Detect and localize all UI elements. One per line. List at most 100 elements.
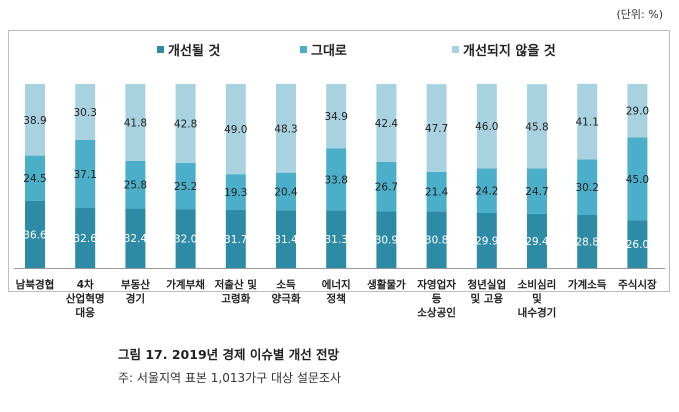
legend-swatch-3	[452, 46, 459, 53]
bar-2-13	[627, 137, 648, 221]
data-label-2-13: 45.0	[626, 174, 649, 186]
bar-2-3	[125, 160, 146, 209]
data-label-1-1: 36.6	[23, 229, 47, 241]
bar-3-13	[627, 84, 648, 138]
bar-1-7	[326, 210, 347, 268]
category-label-6: 소득 양극화	[272, 279, 301, 305]
stacked-bar-chart: 개선될 것 그대로 개선되지 않을 것 36.6 24.5 38.9 남북경협 32.6 37.…	[14, 43, 665, 319]
data-label-3-7: 34.9	[325, 111, 348, 123]
category-label-12: 가계소득	[568, 278, 607, 291]
legend-label-3: 개선되지 않을 것	[463, 43, 556, 59]
bar-1-9	[426, 211, 447, 268]
data-label-2-1: 24.5	[23, 173, 46, 185]
bar-1-10	[476, 212, 497, 268]
data-label-3-11: 45.8	[525, 121, 548, 133]
category-label-13: 주식시장	[618, 278, 657, 291]
category-label-8: 생활물가	[367, 278, 406, 291]
bar-2-8	[376, 162, 397, 212]
bar-3-6	[276, 83, 296, 173]
data-label-3-4: 42.8	[174, 118, 197, 130]
bar-3-2	[75, 84, 96, 140]
data-label-2-3: 25.8	[124, 180, 147, 192]
category-label-4: 가계부채	[166, 278, 205, 291]
bar-3-5	[225, 84, 246, 175]
bar-1-4	[175, 209, 196, 268]
legend-swatch-2	[300, 46, 307, 53]
data-label-2-2: 37.1	[74, 169, 97, 181]
bar-3-8	[376, 84, 397, 163]
data-label-1-5: 31.7	[224, 234, 247, 246]
data-label-3-9: 47.7	[425, 123, 448, 135]
data-label-2-12: 30.2	[576, 182, 599, 194]
data-label-1-2: 32.6	[74, 233, 98, 245]
bar-2-9	[426, 171, 447, 212]
category-label-11: 소비심리 및 내수경기	[518, 278, 557, 319]
category-label-2: 4차 산업혁명 대응	[66, 278, 105, 319]
legend-label-1: 개선될 것	[168, 43, 220, 59]
data-label-1-13: 26.0	[626, 239, 649, 251]
data-label-2-11: 24.7	[525, 186, 548, 198]
category-label-1: 남북경협	[16, 278, 55, 291]
bar-3-10	[476, 83, 497, 169]
bar-1-11	[527, 213, 547, 268]
bar-1-13	[627, 220, 648, 268]
data-label-3-1: 38.9	[23, 115, 46, 127]
data-label-2-9: 21.4	[425, 187, 449, 199]
data-label-3-8: 42.4	[375, 118, 399, 130]
data-label-2-4: 25.2	[174, 181, 197, 193]
data-label-1-11: 29.4	[525, 236, 549, 248]
bar-2-11	[527, 168, 547, 214]
data-label-2-6: 20.4	[274, 186, 298, 198]
category-label-7: 에너지 정책	[322, 278, 351, 305]
bar-1-2	[75, 208, 96, 268]
category-label-5: 저출산 및 고령화	[215, 278, 258, 305]
data-label-3-2: 30.3	[74, 107, 97, 119]
bar-2-1	[25, 155, 45, 201]
chart-frame	[8, 30, 670, 292]
bar-3-1	[25, 84, 45, 156]
bar-1-6	[276, 210, 296, 268]
bar-2-6	[276, 172, 296, 211]
bar-2-7	[326, 148, 347, 211]
figure-note: 주: 서울지역 표본 1,013가구 대상 설문조사	[118, 371, 342, 385]
data-label-2-5: 19.3	[224, 187, 247, 199]
data-label-3-5: 49.0	[224, 124, 247, 136]
bar-2-5	[225, 174, 246, 210]
bar-3-3	[125, 84, 146, 161]
figure-caption: 그림 17. 2019년 경제 이슈별 개선 전망	[118, 347, 340, 362]
data-label-2-10: 24.2	[475, 186, 498, 198]
data-label-2-8: 26.7	[375, 182, 398, 194]
data-label-3-12: 41.1	[576, 117, 599, 129]
unit-label: (단위: %)	[616, 8, 663, 21]
bar-3-7	[326, 84, 347, 149]
data-label-3-6: 48.3	[274, 123, 297, 135]
data-label-3-3: 41.8	[124, 117, 147, 129]
bar-1-12	[577, 215, 598, 268]
bar-2-12	[577, 159, 598, 216]
bar-2-4	[175, 162, 196, 210]
data-label-1-12: 28.8	[576, 237, 599, 249]
category-label-9: 자영업자 등 소상공인	[417, 278, 456, 319]
data-label-2-7: 33.8	[325, 174, 348, 186]
data-label-1-4: 32.0	[174, 234, 197, 246]
bar-1-8	[376, 211, 397, 268]
data-label-3-13: 29.0	[626, 106, 649, 118]
legend-label-2: 그대로	[311, 44, 347, 59]
bar-2-2	[75, 139, 96, 209]
bar-3-11	[527, 84, 547, 169]
bar-3-12	[577, 83, 598, 160]
bar-1-1	[25, 200, 45, 268]
legend-swatch-1	[157, 46, 164, 53]
data-label-3-10: 46.0	[475, 121, 498, 133]
bar-1-3	[125, 208, 146, 268]
data-label-1-7: 31.3	[325, 234, 348, 246]
data-label-1-10: 29.9	[475, 235, 498, 247]
data-label-1-9: 30.8	[425, 235, 448, 247]
bar-2-10	[476, 168, 497, 213]
bar-3-9	[426, 84, 447, 172]
bar-3-4	[175, 84, 196, 163]
data-label-1-6: 31.4	[274, 234, 298, 246]
data-label-1-3: 32.4	[124, 233, 148, 245]
data-label-1-8: 30.9	[375, 235, 398, 247]
bar-1-5	[225, 209, 246, 268]
